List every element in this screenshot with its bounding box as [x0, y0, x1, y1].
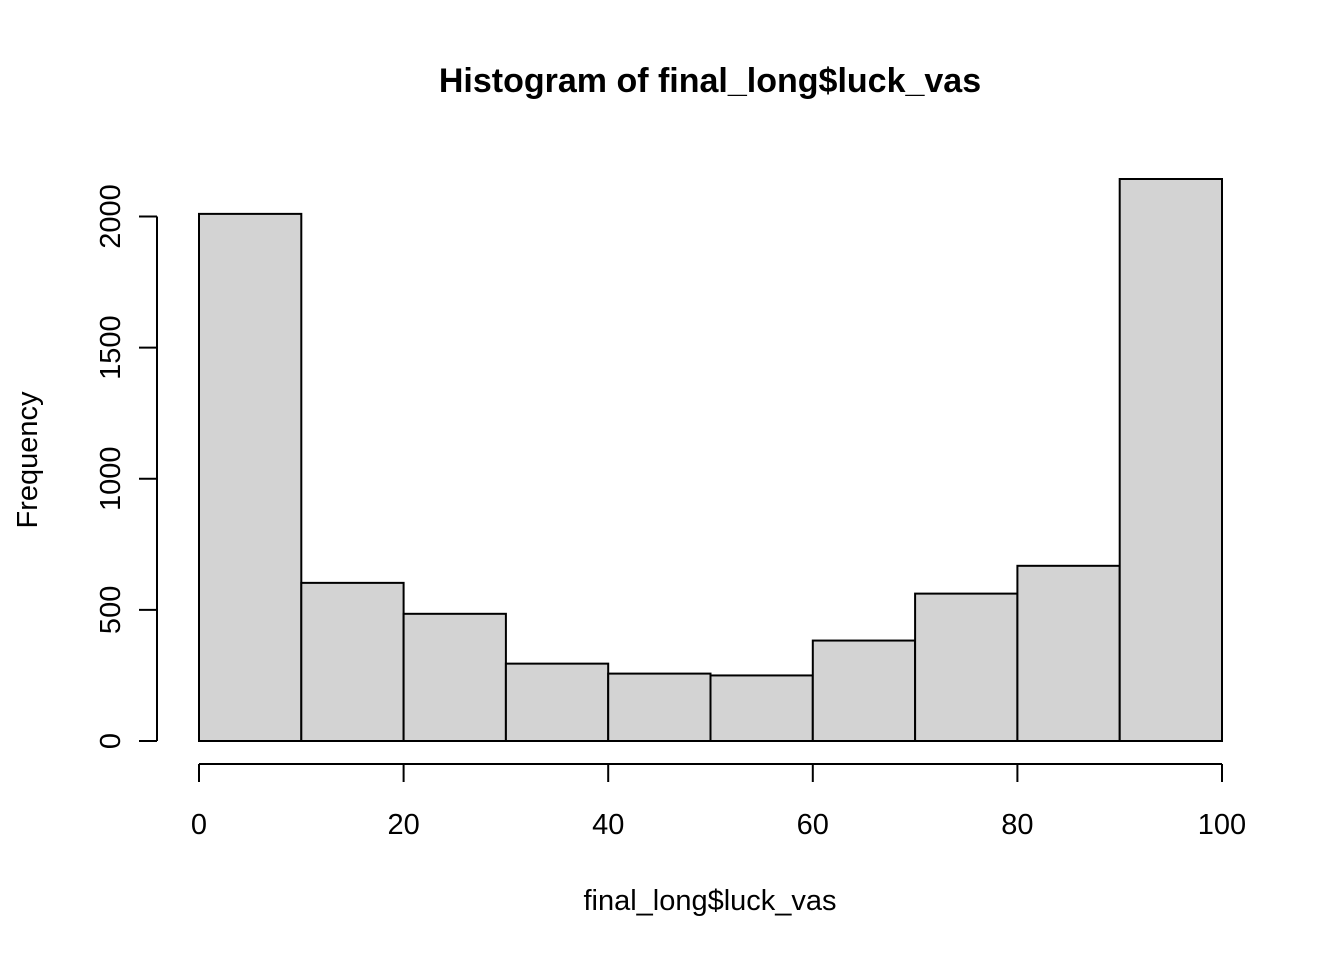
x-tick-label: 0: [191, 809, 207, 841]
y-axis: 0 500 1000 1500 2000: [95, 184, 158, 749]
x-tick-label: 20: [387, 809, 419, 841]
histogram-bar-80-90: [1016, 564, 1121, 743]
histogram-bar-60-70: [811, 639, 917, 742]
y-tick-label: 0: [95, 733, 127, 749]
x-tick-label: 60: [797, 809, 829, 841]
histogram-bar-30-40: [504, 662, 610, 742]
bars-group: [198, 178, 1223, 743]
y-tick-label: 1500: [95, 315, 127, 380]
y-tick-label: 2000: [95, 184, 127, 249]
x-axis: 0 20 40 60 80 100: [191, 763, 1246, 841]
x-tick-label: 80: [1001, 809, 1033, 841]
histogram-bar-0-10: [198, 212, 303, 742]
y-axis-label: Frequency: [12, 391, 44, 529]
histogram-bar-10-20: [300, 581, 405, 743]
chart-title: Histogram of final_long$luck_vas: [439, 62, 981, 100]
histogram-bar-40-50: [607, 672, 712, 743]
x-tick-label: 100: [1198, 809, 1246, 841]
y-tick-label: 500: [95, 586, 127, 634]
y-tick-label: 1000: [95, 446, 127, 511]
histogram-bar-70-80: [914, 592, 1019, 743]
x-tick-label: 40: [592, 809, 624, 841]
x-axis-label: final_long$luck_vas: [583, 885, 836, 917]
histogram-bar-20-30: [402, 612, 507, 742]
histogram-bar-90-100: [1118, 178, 1223, 742]
histogram-bar-50-60: [709, 674, 814, 742]
